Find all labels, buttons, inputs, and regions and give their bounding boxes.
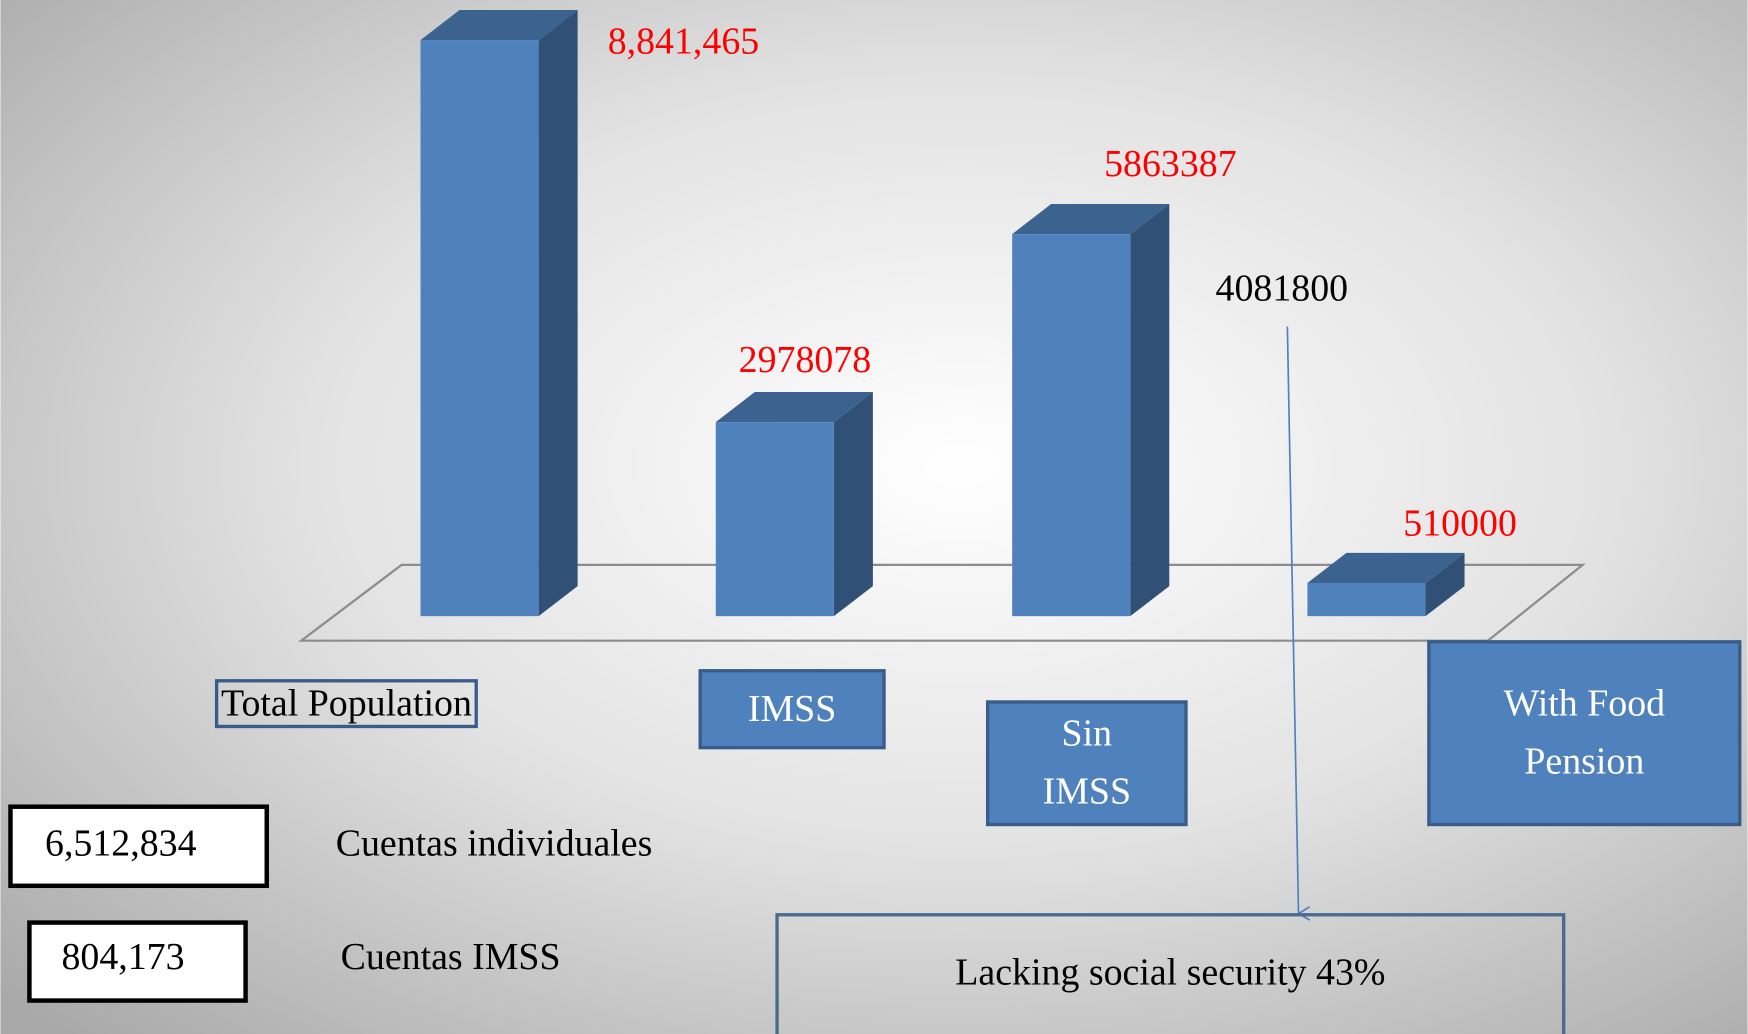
category-label-box: With Food Pension [1503,683,1666,783]
category-box [1427,640,1742,827]
category-box [214,679,478,729]
bar-top [1307,552,1465,583]
bar [1012,204,1170,617]
category-label-box: IMSS [747,688,837,730]
bar-front [1012,234,1131,617]
floor [297,563,1586,642]
category-label-box: Sin IMSS [1042,713,1132,813]
bar-top [420,10,578,41]
value-label: 8,841,465 [608,20,760,62]
bar-front [420,40,539,617]
category-box [698,669,886,750]
bar-top [1012,204,1170,235]
difference-label: 4081800 [1216,268,1349,310]
category-label: Sin IMSS [1042,713,1132,813]
lacking-label: Lacking social security 43% [955,952,1385,994]
bar [1307,552,1465,617]
account-box [8,804,269,889]
account-label: Cuentas individuales [336,822,653,864]
bar [420,10,578,617]
bar-front [1307,582,1426,617]
value-label: 510000 [1403,503,1517,545]
bar-side [1425,552,1465,617]
bar-side [1130,204,1170,617]
category-box [985,700,1188,827]
account-value: 804,173 [61,936,184,978]
category-label-box: Total Population [220,683,472,725]
account-label: Cuentas IMSS [341,936,561,978]
arrow [1286,326,1311,921]
account-value: 6,512,834 [45,822,197,864]
bar-top [715,392,873,423]
account-box [27,920,248,1003]
category-label: With Food Pension [1503,683,1666,783]
category-label: Total Population [220,683,472,725]
category-label: IMSS [747,688,837,730]
lacking-box [775,913,1566,1034]
value-label: 5863387 [1104,143,1237,185]
bar-side [833,392,873,617]
bar-side [538,10,578,617]
bar [715,392,873,617]
bar-front [715,422,834,617]
value-label: 2978078 [739,339,872,381]
